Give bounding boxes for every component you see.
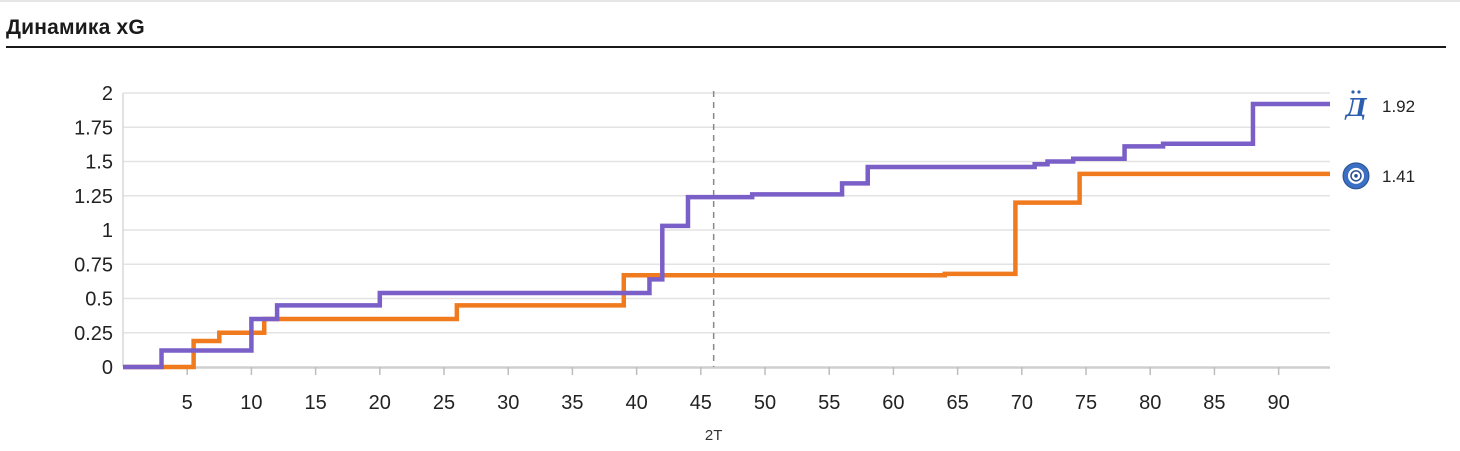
x-tick-label: 15	[304, 392, 326, 414]
series-line-1	[123, 171, 1330, 370]
x-tick-label: 55	[818, 392, 840, 414]
series-lines	[123, 101, 1330, 370]
x-tick-label: 20	[369, 392, 391, 414]
half-time-label: 2T	[705, 427, 723, 444]
x-tick-label: 85	[1203, 392, 1225, 414]
half-marker: 2T	[705, 91, 723, 444]
x-tick-label: 10	[240, 392, 262, 414]
y-tick-label: 1.75	[74, 117, 113, 139]
x-tick-label: 75	[1075, 392, 1097, 414]
y-tick-label: 1	[102, 220, 113, 242]
round-club-logo-icon	[1342, 162, 1370, 190]
series-final-value: 1.92	[1382, 97, 1415, 116]
x-tick-label: 45	[690, 392, 712, 414]
series-final-value: 1.41	[1382, 167, 1415, 186]
title-underline	[6, 46, 1446, 48]
y-tick-label: 0.25	[74, 323, 113, 345]
page-title: Динамика xG	[6, 16, 145, 39]
y-tick-label: 0.5	[85, 289, 113, 311]
series-line-0	[123, 101, 1330, 370]
x-tick-label: 70	[1011, 392, 1033, 414]
x-tick-label: 90	[1268, 392, 1290, 414]
y-axis: 0 0.25 0.5 0.75 1 1.25 1.5 1.75 2	[74, 83, 124, 379]
dynamo-logo-icon: Д	[1344, 90, 1368, 122]
x-tick-label: 40	[625, 392, 647, 414]
end-markers: Д 1.92 1.41	[1342, 90, 1415, 190]
top-divider	[0, 0, 1460, 2]
y-tick-label: 2	[102, 83, 113, 105]
x-tick-label: 25	[433, 392, 455, 414]
y-tick-label: 0	[102, 357, 113, 379]
grid-lines	[123, 92, 1330, 368]
x-tick-label: 65	[947, 392, 969, 414]
x-axis: 5 10 15 20 25 30 35 40 45 50 55 60 65 70 75 80 85 90	[123, 367, 1330, 414]
x-tick-label: 50	[754, 392, 776, 414]
x-tick-label: 30	[497, 392, 519, 414]
x-tick-label: 80	[1139, 392, 1161, 414]
y-tick-label: 1.25	[74, 186, 113, 208]
y-tick-label: 0.75	[74, 254, 113, 276]
x-tick-label: 35	[561, 392, 583, 414]
svg-text:Д: Д	[1344, 93, 1367, 122]
y-tick-label: 1.5	[85, 152, 113, 174]
x-tick-label: 60	[882, 392, 904, 414]
x-tick-label: 5	[182, 392, 193, 414]
